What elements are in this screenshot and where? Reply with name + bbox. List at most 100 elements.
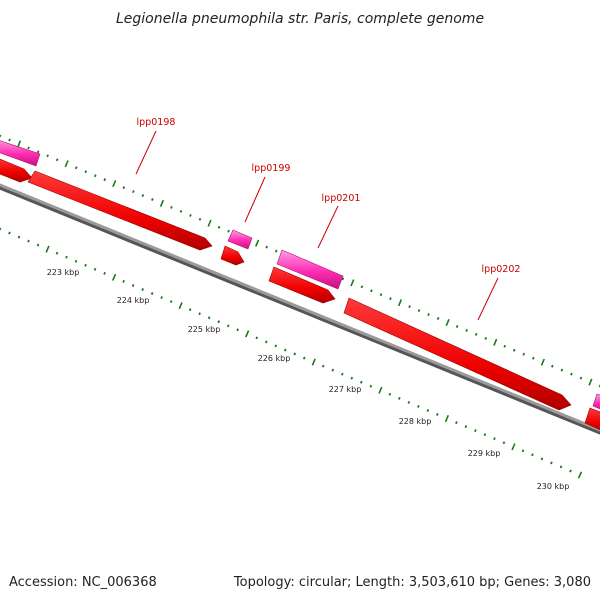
gene-block [227,229,253,250]
outer-tick-major [16,140,22,148]
ruler-tick-minor [321,364,325,368]
ruler-tick-major [245,330,250,338]
outer-tick-minor [427,313,430,317]
ruler-tick-minor [417,404,420,408]
outer-tick-minor [360,285,364,289]
outer-tick-minor [265,245,268,249]
outer-tick-major [207,219,212,227]
ruler-tick-minor [350,376,354,380]
outer-tick-major [64,160,69,168]
gene-track [0,140,600,410]
backbone-track [0,183,600,435]
outer-tick-minor [227,229,230,233]
ruler-tick-minor [236,328,240,332]
ruler-tick-minor [569,469,572,473]
gene-label: lpp0198 [137,117,176,128]
outer-tick-minor [0,134,2,138]
outer-tick-minor [474,332,478,336]
ruler-tick-minor [226,324,230,328]
ruler-tick-minor [407,400,411,404]
ruler-tick-minor [331,368,335,372]
ruler-tick-minor [455,421,458,425]
ruler-tick-minor [274,344,278,348]
gene-label: lpp0201 [322,193,361,204]
ruler-tick-minor [141,288,144,291]
outer-tick-minor [132,190,135,194]
cds-track [0,158,600,431]
ruler-tick-minor [359,380,363,384]
outer-tick-major [159,199,165,208]
ruler-tick-minor [464,425,468,429]
outer-tick-minor [122,186,126,190]
outer-tick-minor [8,138,11,142]
ruler-tick-minor [398,396,401,400]
cds-arrow [584,407,600,431]
ruler-tick-minor [160,296,163,300]
outer-tick-minor [560,368,564,372]
callout-line [317,205,339,249]
outer-tick-major [493,338,498,346]
outer-tick-minor [389,297,392,301]
ruler-tick-minor [0,227,2,231]
outer-tick-minor [455,325,459,328]
ruler-tick-minor [264,340,268,344]
outer-tick-minor [103,178,107,182]
ruler-tick-minor [540,457,544,461]
ruler-tick-minor [217,320,221,324]
ruler-label: 226 kbp [258,354,291,363]
ruler-tick-minor [17,235,21,239]
ruler-tick-minor [198,312,201,316]
outer-tick-minor [93,174,97,178]
outer-tick-minor [522,352,526,356]
ruler-tick-minor [255,336,259,340]
gene-block [276,249,344,290]
outer-tick-minor [408,305,411,309]
outer-tick-minor [484,336,488,340]
callout-line [135,130,157,175]
ruler-tick-minor [483,433,487,437]
ruler-tick-major [111,273,117,281]
gene-labels: lpp0198 lpp0199 lpp0201 lpp0202 [137,117,521,275]
outer-tick-major [540,358,545,366]
gene-label: lpp0202 [482,264,521,275]
ruler-tick-minor [502,441,506,445]
outer-tick-minor [170,205,173,209]
ruler-tick-minor [55,251,59,255]
cds-arrow [220,245,245,266]
ruler-label: 225 kbp [188,325,221,334]
outer-tick-minor [436,317,440,320]
outer-tick-minor [27,146,30,150]
outer-tick-minor [579,376,583,380]
outer-tick-minor [179,209,183,213]
map-title: Legionella pneumophila str. Paris, compl… [116,11,484,27]
ruler-label: 228 kbp [399,417,432,426]
ruler-tick-minor [436,413,439,416]
ruler-tick-major [378,386,383,394]
ruler-tick-track [0,227,583,479]
outer-tick-minor [84,170,88,174]
ruler-tick-minor [559,465,563,469]
ruler-tick-minor [293,352,297,356]
backbone-line [0,183,600,432]
outer-tick-minor [370,289,373,293]
outer-tick-minor [151,198,154,201]
ruler-tick-major [45,245,50,253]
outer-tick-minor [465,328,468,332]
ruler-tick-major [511,443,516,451]
ruler-tick-minor [150,292,154,295]
backbone-shadow [0,184,600,435]
outer-tick-major [350,279,355,287]
outer-tick-minor [74,166,78,170]
gene-block [0,140,41,167]
ruler-tick-minor [369,384,373,388]
ruler-tick-minor [474,429,477,433]
ruler-tick-minor [426,409,430,412]
genome-stats-text: Topology: circular; Length: 3,503,610 bp… [233,575,591,590]
ruler-tick-minor [188,308,192,312]
cds-arrow [343,297,572,411]
ruler-tick-minor [65,255,68,259]
ruler-tick-minor [521,449,525,453]
ruler-tick-minor [340,372,344,376]
accession-text: Accession: NC_006368 [9,575,157,590]
outer-tick-minor [512,348,516,352]
